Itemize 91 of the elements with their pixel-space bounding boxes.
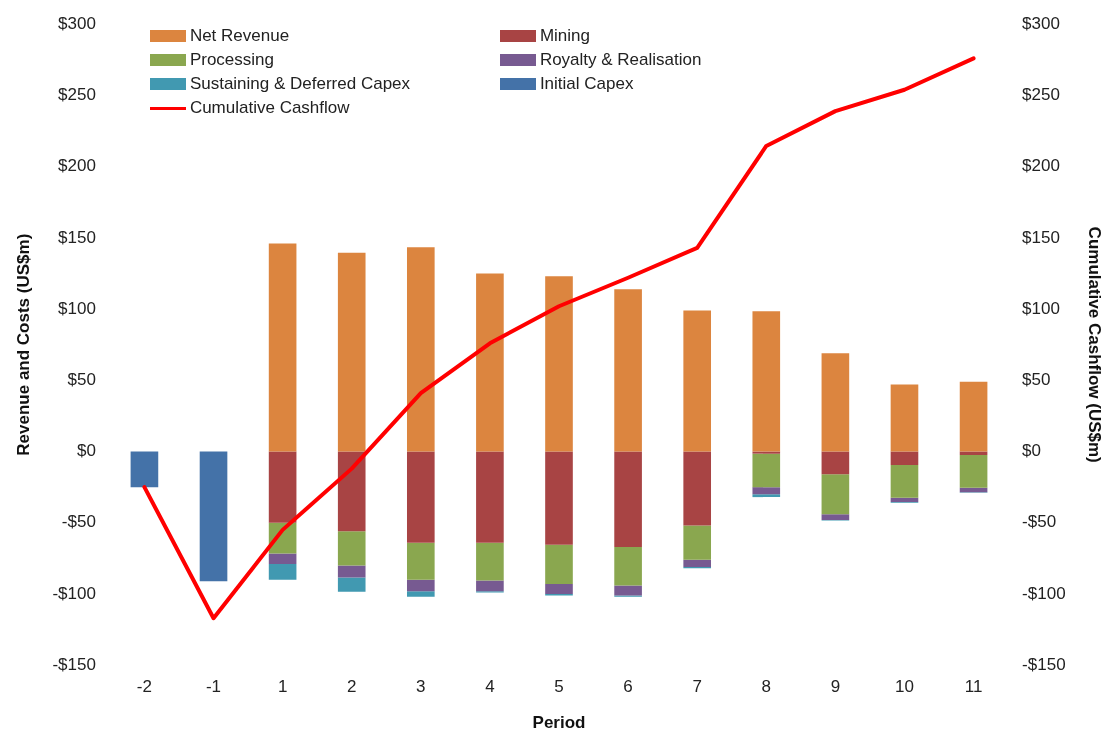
y2-tick-label: -$100 [1022, 583, 1066, 603]
y-tick-label: -$100 [52, 583, 96, 603]
x-tick-label: 3 [416, 677, 426, 697]
y2-axis-title: Cumulative Cashflow (US$m) [1085, 226, 1105, 463]
y2-tick-label: $50 [1022, 370, 1051, 389]
x-tick-label: 11 [964, 677, 983, 697]
legend-label: Processing [189, 50, 274, 71]
y-tick-label: -$50 [61, 512, 96, 532]
y2-tick-label: $300 [1022, 13, 1060, 33]
bar [614, 585, 642, 596]
bar [890, 465, 919, 498]
x-tick-label: -1 [205, 677, 222, 697]
x-axis-title: Period [532, 713, 586, 733]
x-tick-label: 10 [895, 677, 914, 697]
bar [683, 451, 712, 526]
bar [821, 474, 850, 515]
bar [821, 514, 850, 520]
bar [337, 577, 366, 592]
legend-label: Cumulative Cashflow [189, 98, 350, 119]
y-tick-label: $150 [58, 227, 96, 247]
x-tick-label: 8 [761, 677, 772, 697]
y2-tick-label: -$50 [1022, 512, 1057, 532]
bar [268, 243, 297, 452]
bar [821, 353, 850, 452]
bar [890, 497, 919, 503]
y-tick-label: -$150 [52, 654, 96, 674]
legend-label: Mining [539, 26, 590, 47]
bar [890, 384, 919, 452]
bar [545, 276, 573, 452]
bar [476, 580, 504, 592]
bar [959, 381, 988, 452]
bar [890, 451, 919, 466]
bar [268, 564, 297, 580]
legend-label: Initial Capex [539, 74, 634, 95]
bar [337, 252, 366, 452]
bar [752, 311, 781, 452]
bar [683, 310, 712, 452]
bar [476, 542, 504, 581]
legend-label: Net Revenue [189, 26, 290, 47]
x-tick-label: 7 [692, 677, 702, 697]
bar [476, 451, 504, 543]
x-tick-label: 1 [277, 677, 288, 697]
bar [614, 451, 642, 547]
x-tick-label: 5 [554, 677, 564, 697]
bar [406, 579, 435, 592]
y2-tick-label: $0 [1022, 441, 1042, 461]
bar [614, 546, 642, 586]
bar [406, 542, 435, 580]
x-tick-label: 9 [830, 677, 841, 697]
bar [683, 559, 712, 567]
bar [268, 451, 297, 523]
legend-label: Sustaining & Deferred Capex [189, 74, 411, 95]
bar [683, 525, 712, 560]
bar [545, 451, 573, 545]
y2-tick-label: $100 [1022, 298, 1060, 318]
x-tick-label: 4 [485, 677, 495, 697]
y2-tick-label: $200 [1022, 156, 1060, 176]
bar [337, 531, 366, 566]
y-tick-label: $0 [76, 441, 96, 461]
y-tick-label: $100 [58, 298, 96, 318]
y-tick-label: $50 [67, 370, 96, 389]
bar [614, 289, 642, 452]
bar [545, 544, 573, 585]
y2-tick-label: $150 [1022, 227, 1060, 247]
bar [959, 487, 988, 493]
bar [406, 451, 435, 543]
x-tick-label: 6 [623, 677, 633, 697]
bar [752, 494, 781, 498]
y2-tick-label: -$150 [1022, 654, 1066, 674]
bar [752, 453, 781, 488]
y-tick-label: $300 [58, 13, 96, 33]
bar [337, 451, 366, 532]
y2-tick-label: $250 [1022, 85, 1060, 105]
bar [130, 451, 159, 488]
bar [476, 273, 504, 452]
bar [959, 455, 988, 488]
legend-label: Royalty & Realisation [539, 50, 702, 71]
x-tick-label: -2 [136, 677, 152, 697]
bar [406, 247, 435, 452]
bar [406, 591, 435, 597]
bar [545, 584, 573, 594]
y-axis-title: Revenue and Costs (US$m) [13, 233, 33, 456]
bar [337, 565, 366, 578]
bar [752, 487, 781, 495]
bar [752, 451, 781, 454]
bar [268, 553, 297, 565]
bar [199, 451, 228, 582]
y-tick-label: $200 [58, 156, 96, 176]
x-tick-label: 2 [346, 677, 357, 697]
y-tick-label: $250 [58, 85, 96, 105]
bar [821, 451, 850, 475]
